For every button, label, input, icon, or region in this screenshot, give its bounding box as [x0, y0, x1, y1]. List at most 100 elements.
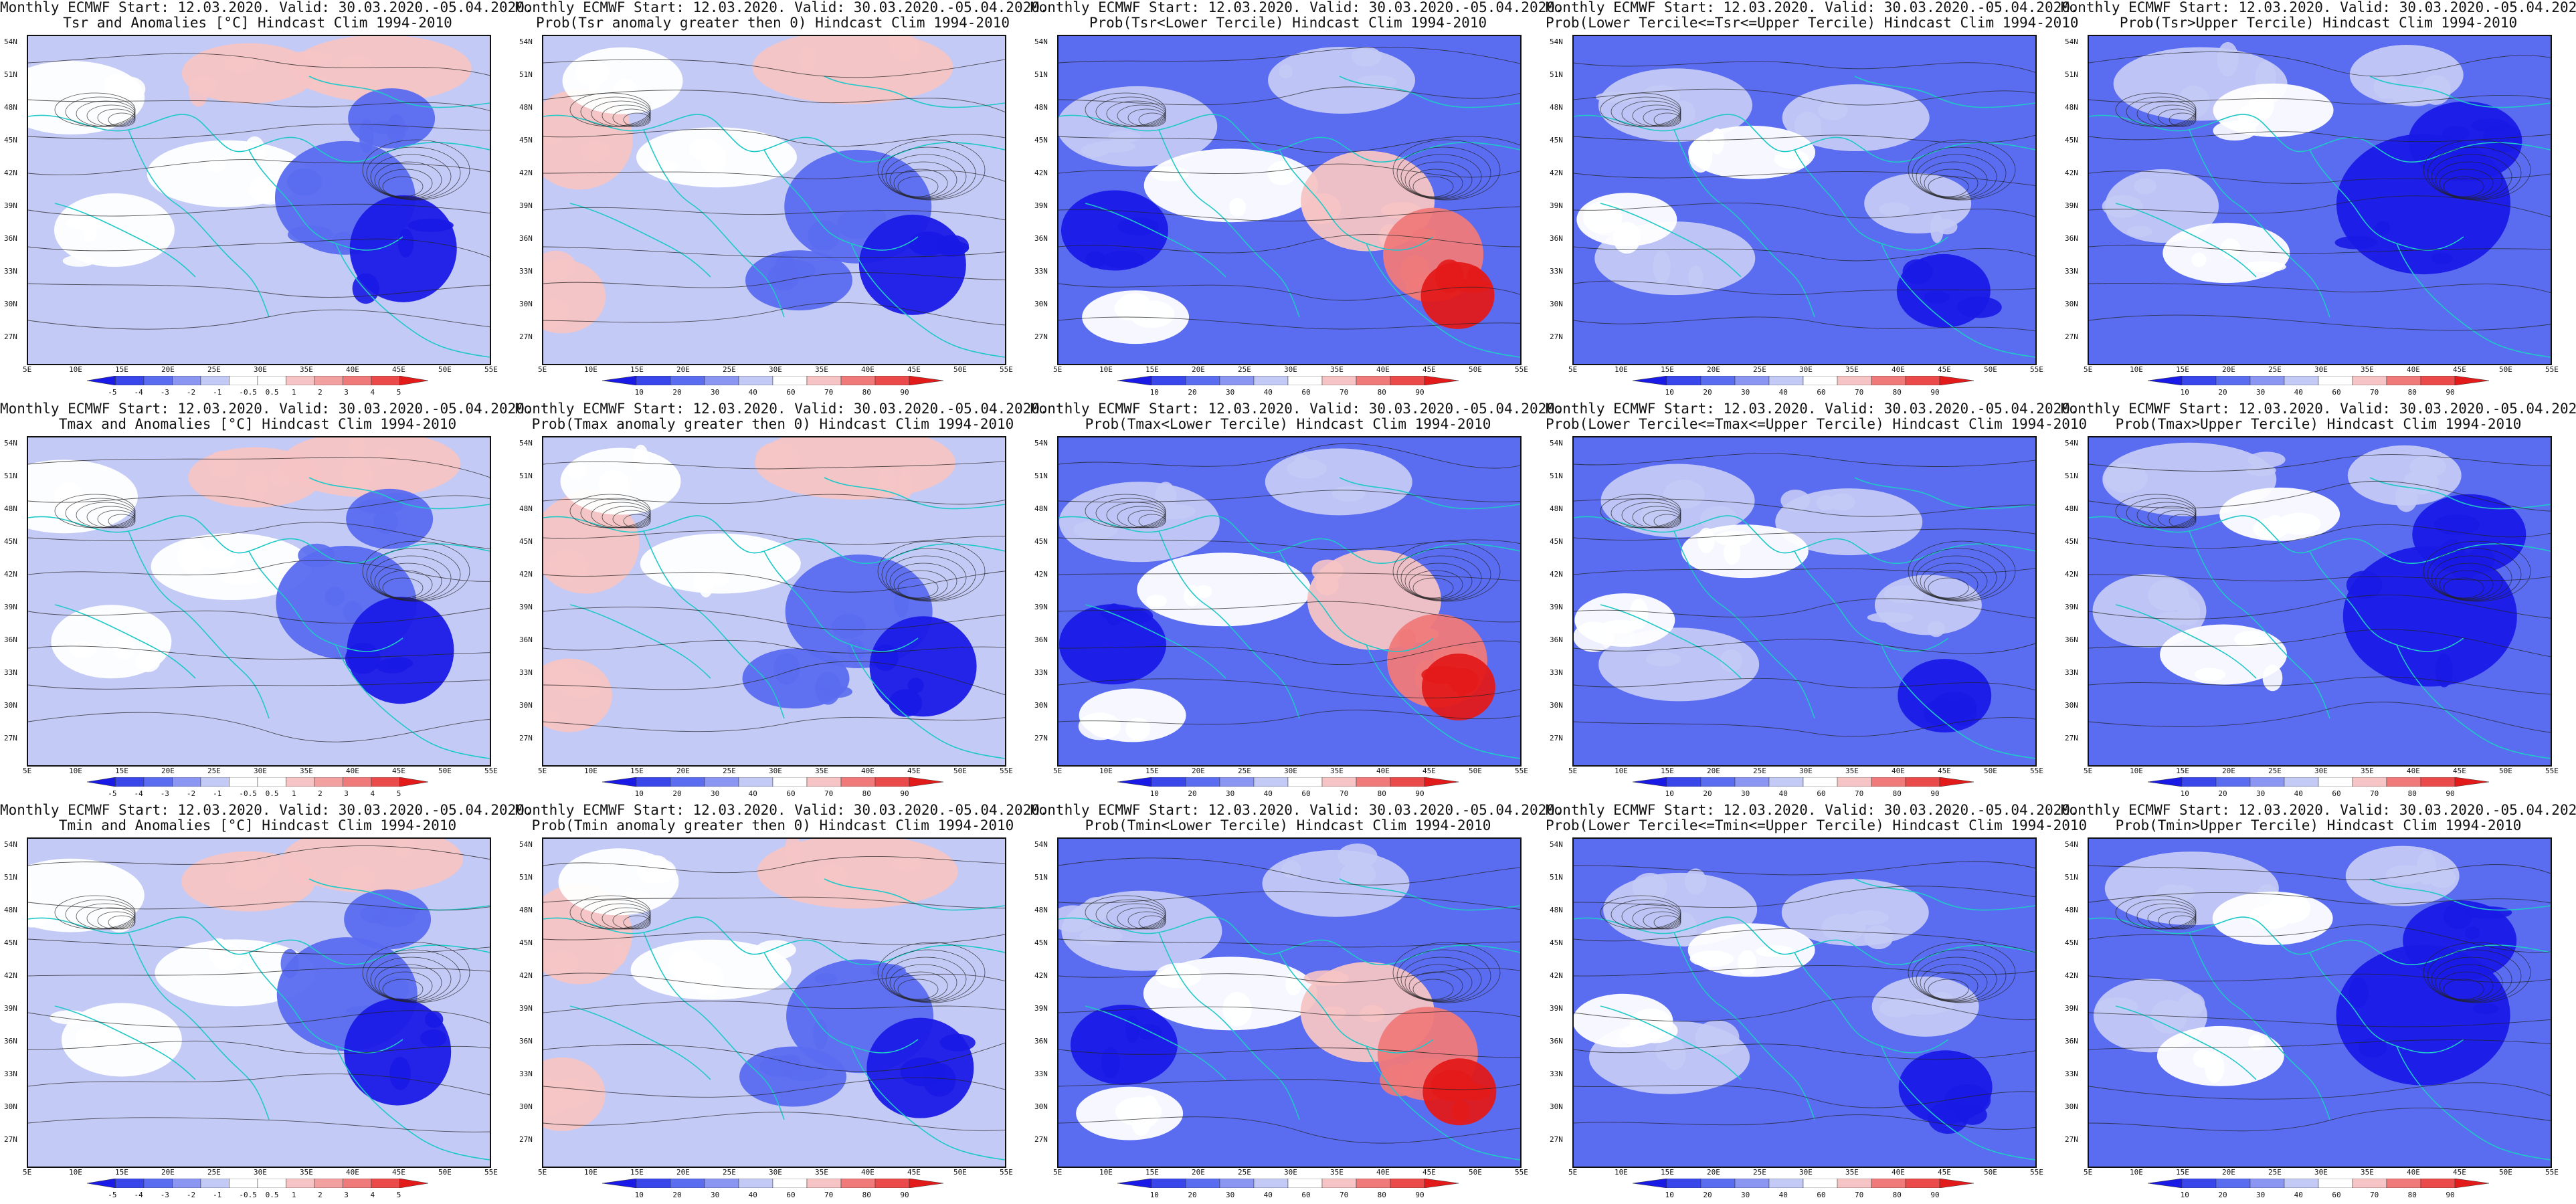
contour-line: [543, 661, 1005, 696]
lat-label: 54N: [1550, 439, 1563, 447]
lon-label: 55E: [1000, 767, 1013, 775]
colorbar-swatch: [229, 376, 258, 385]
panel-header-line: Monthly ECMWF Start: 12.03.2020. Valid: …: [1546, 802, 2079, 818]
coastline: [308, 76, 490, 108]
colorbar-swatch: [143, 1179, 173, 1188]
terrain-contour: [1928, 577, 1969, 599]
lon-label: 30E: [1284, 365, 1297, 374]
colorbar-swatch: [1666, 1179, 1701, 1188]
lat-label: 48N: [4, 504, 17, 513]
contour-line: [28, 901, 490, 911]
lat-label: 27N: [519, 1135, 533, 1144]
lat-label: 42N: [519, 169, 533, 177]
lat-label: 39N: [4, 1004, 17, 1013]
lat-label: 39N: [1034, 1004, 1048, 1013]
colorbar-swatch: [1424, 777, 1459, 787]
contour-line: [543, 170, 1005, 182]
panel-title: Monthly ECMWF Start: 12.03.2020. Valid: …: [1546, 0, 2079, 31]
shaded-patch: [2443, 902, 2473, 929]
shaded-patch: [2268, 893, 2311, 924]
colorbar-swatch: [1424, 376, 1459, 385]
shaded-patch: [1080, 927, 1122, 946]
lon-label: 20E: [676, 365, 690, 374]
lon-label: 35E: [815, 1168, 828, 1177]
shaded-patch: [94, 1023, 130, 1049]
coastline: [248, 149, 403, 251]
lat-label: 51N: [2065, 472, 2078, 480]
colorbar-tick-label: 5: [396, 1191, 401, 1199]
coastline: [1881, 644, 2035, 759]
shaded-region: [1137, 553, 1311, 627]
colorbar-swatch: [1803, 777, 1838, 787]
terrain-contour: [1117, 907, 1166, 930]
panel-subtitle: Prob(Tmax<Lower Tercile) Hindcast Clim 1…: [1085, 416, 1491, 432]
lat-label: 30N: [1550, 701, 1563, 710]
shaded-patch: [1302, 193, 1341, 225]
colorbar-swatch: [172, 777, 201, 787]
coastline: [1600, 203, 1742, 278]
colorbar-swatch: [1151, 1179, 1186, 1188]
lon-label: 15E: [115, 1168, 128, 1177]
lon-label: 40E: [346, 767, 359, 775]
lat-label: 54N: [4, 37, 17, 46]
lon-label: 50E: [2499, 365, 2512, 374]
shaded-patch: [552, 1078, 591, 1108]
lon-label: 15E: [1145, 365, 1159, 374]
contour-line: [1059, 968, 1520, 983]
colorbar-tick-label: 70: [1855, 1191, 1864, 1199]
colorbar-tick-label: -2: [186, 388, 196, 397]
colorbar-tick-label: 40: [1263, 1191, 1273, 1199]
colorbar-swatch: [1356, 376, 1391, 385]
lon-label: 40E: [346, 1168, 359, 1177]
colorbar-tick-label: 90: [1415, 388, 1424, 397]
shaded-patch: [2127, 225, 2152, 237]
lon-label: 25E: [2268, 1168, 2282, 1177]
colorbar-swatch: [2386, 376, 2421, 385]
lat-label: 27N: [4, 734, 17, 742]
colorbar-swatch: [909, 1179, 943, 1188]
lon-label: 30E: [2314, 1168, 2328, 1177]
colorbar-tick-label: 70: [2370, 1191, 2379, 1199]
shaded-patch: [543, 950, 579, 974]
colorbar-swatch: [2215, 1179, 2251, 1188]
colorbar-swatch: [1837, 376, 1872, 385]
lon-label: 35E: [300, 1168, 313, 1177]
shaded-patch: [2442, 126, 2470, 141]
lon-label: 5E: [2084, 1168, 2093, 1177]
shaded-patch: [211, 942, 243, 971]
terrain-contour: [2423, 139, 2531, 201]
colorbar-tick-label: 0.5: [265, 388, 279, 397]
lat-label: 33N: [1034, 267, 1048, 276]
shaded-region: [1268, 46, 1416, 114]
lon-label: 5E: [1053, 1168, 1063, 1177]
terrain-contour: [97, 510, 136, 528]
contour-line: [2089, 924, 2551, 953]
lon-label: 15E: [1661, 1168, 1674, 1177]
lat-label: 48N: [1034, 504, 1048, 513]
shaded-patch: [891, 858, 923, 872]
colorbar-tick-label: -3: [160, 789, 169, 798]
colorbar-tick-label: 90: [1930, 388, 1940, 397]
colorbar-tick-label: 70: [1340, 1191, 1349, 1199]
terrain-contour: [877, 139, 986, 201]
shaded-patch: [814, 863, 848, 892]
lon-label: 50E: [2499, 767, 2512, 775]
shaded-patch: [1125, 1015, 1140, 1043]
contour-line: [1574, 886, 2035, 908]
lat-label: 42N: [4, 971, 17, 980]
lat-label: 36N: [1550, 1037, 1563, 1045]
lat-label: 48N: [1550, 103, 1563, 112]
lon-label: 55E: [2545, 767, 2559, 775]
contour-line: [2089, 864, 2551, 880]
contour-line: [28, 607, 490, 624]
terrain-contour: [612, 108, 651, 127]
panel-subtitle: Prob(Lower Tercile<=Tsr<=Upper Tercile) …: [1546, 15, 2079, 31]
colorbar-tick-label: 0.5: [265, 1191, 279, 1199]
colorbar-tick-label: 10: [1665, 388, 1674, 397]
terrain-contour: [1920, 964, 1988, 1001]
lon-label: 25E: [207, 767, 221, 775]
lat-label: 42N: [2065, 570, 2078, 579]
lat-label: 51N: [1550, 873, 1563, 882]
terrain-contour: [1400, 154, 1482, 199]
colorbar-tick-label: -0.5: [239, 789, 257, 798]
